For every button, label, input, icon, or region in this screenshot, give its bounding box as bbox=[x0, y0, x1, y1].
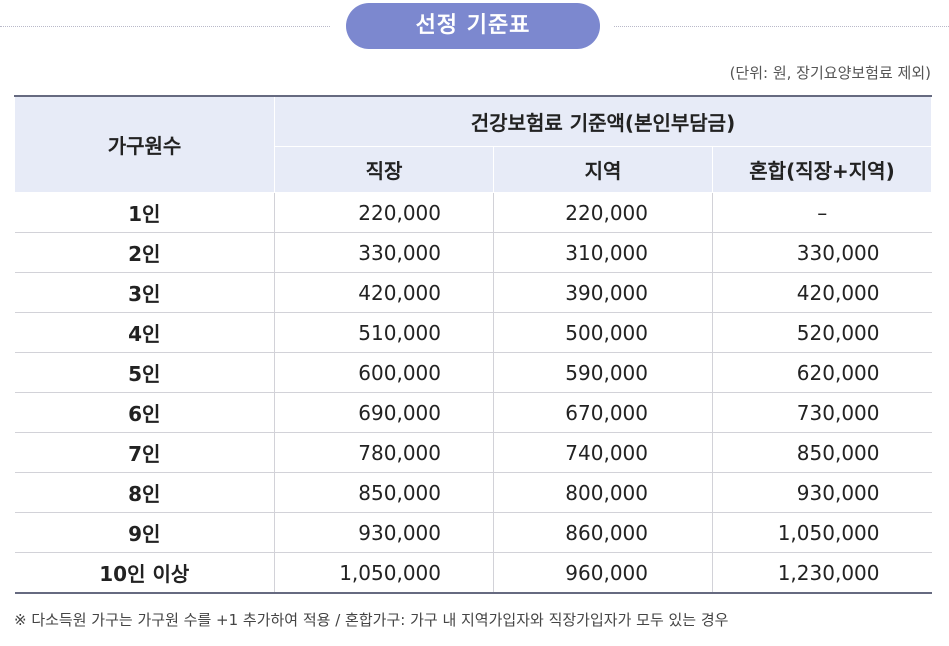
table-row: 10인 이상 1,050,000 960,000 1,230,000 bbox=[14, 552, 932, 593]
household-size: 2인 bbox=[14, 232, 275, 273]
household-size: 10인 이상 bbox=[14, 552, 275, 593]
criteria-table: 가구원수 건강보험료 기준액(본인부담금) 직장 지역 혼합(직장+지역) 1인… bbox=[14, 95, 932, 594]
page-title: 선정 기준표 bbox=[346, 3, 600, 49]
workplace-value: 1,050,000 bbox=[274, 552, 494, 593]
table-row: 2인 330,000 310,000 330,000 bbox=[14, 232, 932, 273]
regional-value: 500,000 bbox=[493, 312, 713, 353]
table-row: 8인 850,000 800,000 930,000 bbox=[14, 472, 932, 513]
workplace-value: 850,000 bbox=[274, 472, 494, 513]
mixed-value: 1,230,000 bbox=[777, 560, 880, 585]
workplace-value: 420,000 bbox=[274, 272, 494, 313]
footnote: ※ 다소득원 가구는 가구원 수를 +1 추가하여 적용 / 혼합가구: 가구 … bbox=[14, 611, 729, 629]
regional-value: 390,000 bbox=[493, 272, 713, 313]
dotted-divider-right bbox=[614, 26, 949, 27]
household-size: 9인 bbox=[14, 512, 275, 553]
regional-value: 310,000 bbox=[493, 232, 713, 273]
workplace-value: 330,000 bbox=[274, 232, 494, 273]
workplace-value: 510,000 bbox=[274, 312, 494, 353]
column-header-workplace: 직장 bbox=[274, 146, 494, 193]
mixed-value: 730,000 bbox=[712, 392, 932, 433]
regional-value: 800,000 bbox=[493, 472, 713, 513]
table-row: 9인 930,000 860,000 1,050,000 bbox=[14, 512, 932, 553]
column-header-regional: 지역 bbox=[493, 146, 713, 193]
table-row: 3인 420,000 390,000 420,000 bbox=[14, 272, 932, 313]
dotted-divider-left bbox=[0, 26, 330, 27]
regional-value: 740,000 bbox=[493, 432, 713, 473]
column-header-mixed: 혼합(직장+지역) bbox=[712, 146, 932, 193]
mixed-value: 520,000 bbox=[712, 312, 932, 353]
mixed-value: 330,000 bbox=[712, 232, 932, 273]
regional-value: 220,000 bbox=[493, 192, 713, 233]
household-size: 6인 bbox=[14, 392, 275, 433]
household-size: 3인 bbox=[14, 272, 275, 313]
regional-value: 670,000 bbox=[493, 392, 713, 433]
workplace-value: 690,000 bbox=[274, 392, 494, 433]
household-size: 7인 bbox=[14, 432, 275, 473]
premium-group-header: 건강보험료 기준액(본인부담금) bbox=[274, 95, 932, 147]
household-size: 8인 bbox=[14, 472, 275, 513]
table-row: 7인 780,000 740,000 850,000 bbox=[14, 432, 932, 473]
household-size-header: 가구원수 bbox=[14, 95, 275, 193]
household-size: 4인 bbox=[14, 312, 275, 353]
workplace-value: 780,000 bbox=[274, 432, 494, 473]
mixed-value: 850,000 bbox=[712, 432, 932, 473]
workplace-value: 220,000 bbox=[274, 192, 494, 233]
workplace-value: 930,000 bbox=[274, 512, 494, 553]
mixed-value: – bbox=[712, 192, 932, 233]
household-size: 5인 bbox=[14, 352, 275, 393]
table-row: 4인 510,000 500,000 520,000 bbox=[14, 312, 932, 353]
mixed-value: 930,000 bbox=[712, 472, 932, 513]
household-size: 1인 bbox=[14, 192, 275, 233]
table-row: 5인 600,000 590,000 620,000 bbox=[14, 352, 932, 393]
mixed-value: 420,000 bbox=[712, 272, 932, 313]
title-bar: 선정 기준표 bbox=[0, 0, 949, 52]
mixed-value: 1,050,000 bbox=[712, 512, 932, 553]
regional-value: 590,000 bbox=[493, 352, 713, 393]
workplace-value: 600,000 bbox=[274, 352, 494, 393]
unit-note: (단위: 원, 장기요양보험료 제외) bbox=[729, 64, 931, 82]
mixed-value: 620,000 bbox=[712, 352, 932, 393]
table-row: 6인 690,000 670,000 730,000 bbox=[14, 392, 932, 433]
table-row: 1인 220,000 220,000 – bbox=[14, 192, 932, 233]
regional-value: 960,000 bbox=[493, 552, 713, 593]
regional-value: 860,000 bbox=[493, 512, 713, 553]
